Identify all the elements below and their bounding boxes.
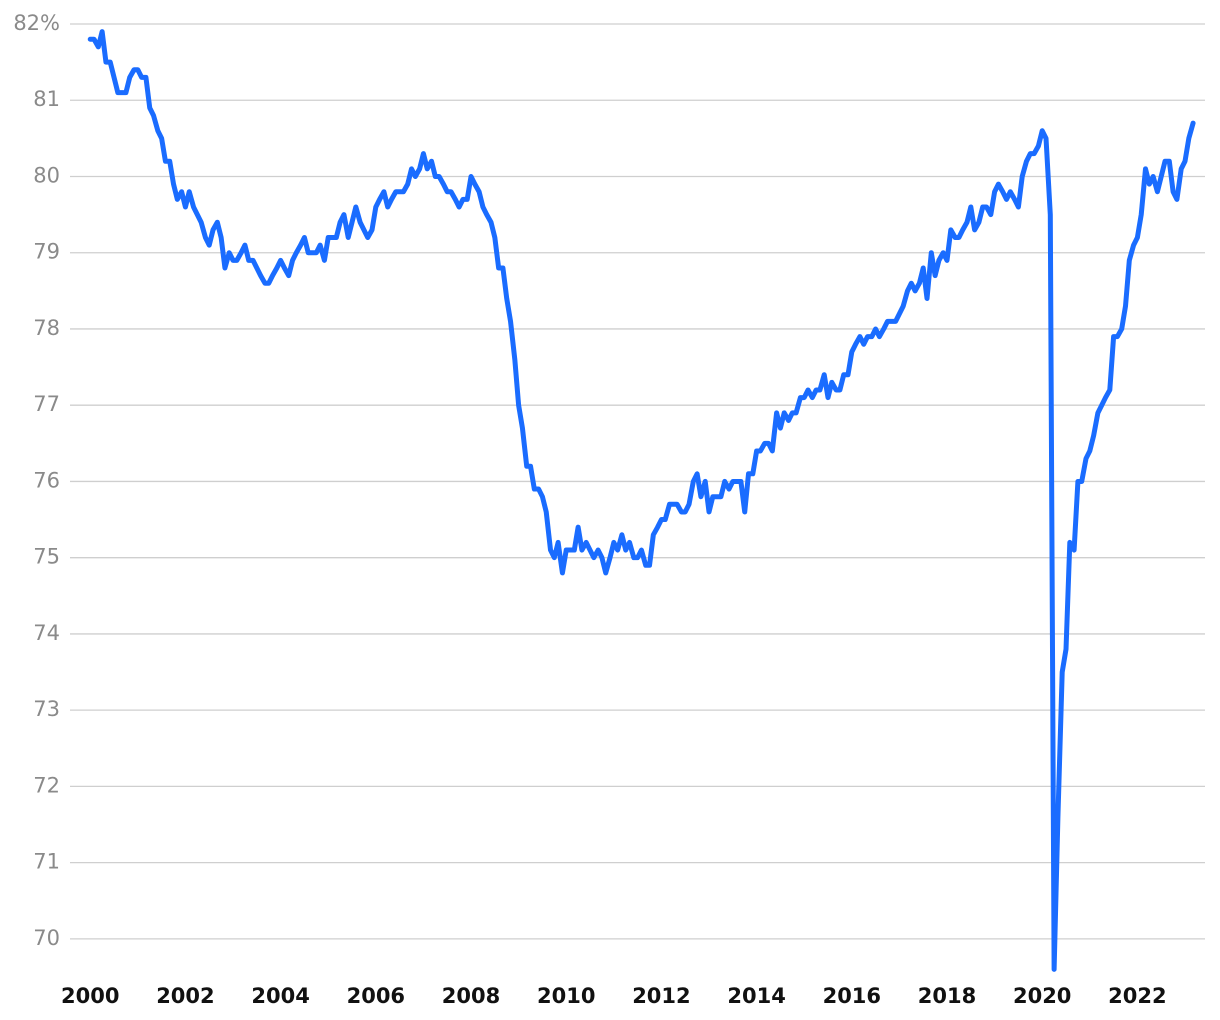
y-tick-label: 78 — [33, 316, 60, 340]
x-tick-label: 2022 — [1108, 984, 1166, 1008]
x-tick-label: 2000 — [61, 984, 119, 1008]
x-tick-label: 2012 — [632, 984, 690, 1008]
data-line — [87, 29, 1196, 972]
x-tick-label: 2008 — [442, 984, 500, 1008]
y-tick-label: 77 — [33, 392, 60, 416]
y-tick-label: 75 — [33, 545, 60, 569]
y-tick-label: 80 — [33, 163, 60, 187]
y-tick-label: 81 — [33, 87, 60, 111]
x-tick-label: 2020 — [1013, 984, 1071, 1008]
x-tick-label: 2006 — [347, 984, 405, 1008]
x-tick-label: 2016 — [823, 984, 881, 1008]
y-tick-label: 70 — [33, 926, 60, 950]
y-tick-label: 72 — [33, 773, 60, 797]
x-tick-label: 2004 — [251, 984, 309, 1008]
y-tick-label: 79 — [33, 240, 60, 264]
x-tick-label: 2018 — [918, 984, 976, 1008]
x-tick-label: 2010 — [537, 984, 595, 1008]
y-tick-label: 76 — [33, 468, 60, 492]
y-tick-label: 74 — [33, 621, 60, 645]
y-tick-label: 73 — [33, 697, 60, 721]
y-tick-label: 71 — [33, 850, 60, 874]
x-tick-label: 2002 — [156, 984, 214, 1008]
y-tick-label: 82% — [13, 11, 60, 35]
x-tick-label: 2014 — [727, 984, 785, 1008]
